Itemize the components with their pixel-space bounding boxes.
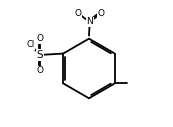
Text: N: N bbox=[86, 17, 93, 26]
Text: O: O bbox=[37, 34, 44, 43]
Text: Cl: Cl bbox=[26, 40, 34, 49]
Text: O: O bbox=[98, 9, 105, 18]
Text: O: O bbox=[37, 66, 44, 75]
Text: O: O bbox=[74, 9, 81, 18]
Text: S: S bbox=[37, 50, 43, 60]
